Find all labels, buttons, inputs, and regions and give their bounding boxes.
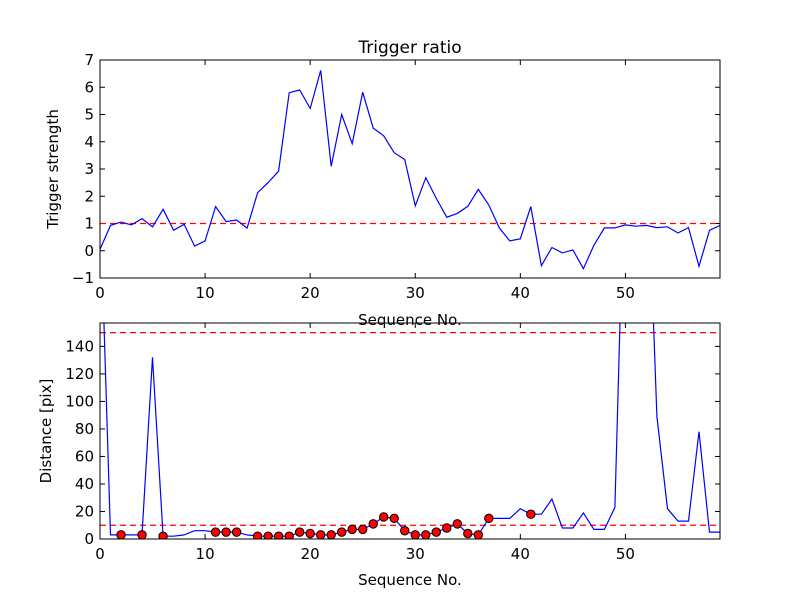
data-point-marker xyxy=(368,519,378,529)
x-tick-label: 50 xyxy=(616,545,635,563)
data-point-marker xyxy=(431,527,441,537)
data-point-marker xyxy=(526,509,536,519)
y-tick-label: 0 xyxy=(84,530,94,548)
data-point-marker xyxy=(442,523,452,533)
data-point-marker xyxy=(294,527,305,537)
x-tick-label: 40 xyxy=(511,284,530,302)
bottom-plot-frame xyxy=(99,322,721,540)
y-axis-label: Trigger strength xyxy=(44,109,62,230)
y-tick-label: 0 xyxy=(84,242,94,260)
x-axis-label: Sequence No. xyxy=(358,311,462,329)
data-point-marker xyxy=(358,524,368,535)
y-tick-label: 20 xyxy=(75,502,94,520)
data-point-marker xyxy=(379,512,389,522)
data-point-marker xyxy=(116,530,126,539)
data-point-marker xyxy=(389,513,399,524)
y-tick-label: −1 xyxy=(72,269,94,287)
x-tick-label: 10 xyxy=(196,545,215,563)
data-point-marker xyxy=(263,531,273,539)
data-point-marker xyxy=(158,531,168,539)
data-point-marker xyxy=(284,531,294,539)
y-tick-label: 1 xyxy=(84,215,94,233)
data-point-marker xyxy=(347,524,357,535)
distance-line xyxy=(103,323,720,537)
data-point-marker xyxy=(400,526,410,536)
data-point-marker xyxy=(305,528,315,539)
data-point-marker xyxy=(252,531,263,539)
y-tick-label: 80 xyxy=(75,420,94,438)
bottom-plot-ticks: 0 10 20 30 40 50 0 20 40 60 80 100 120 140 xyxy=(65,323,720,563)
y-tick-label: 3 xyxy=(84,160,94,178)
y-tick-label: 6 xyxy=(84,78,94,96)
y-tick-label: 7 xyxy=(84,51,94,69)
x-tick-label: 50 xyxy=(616,284,635,302)
y-tick-label: 2 xyxy=(84,187,94,205)
data-point-marker xyxy=(410,530,420,539)
y-tick-label: 5 xyxy=(84,106,94,124)
x-tick-label: 10 xyxy=(196,284,215,302)
data-point-marker xyxy=(210,527,221,537)
data-point-marker xyxy=(421,530,431,539)
x-tick-label: 20 xyxy=(301,284,320,302)
data-point-marker xyxy=(473,530,484,539)
y-tick-label: 60 xyxy=(75,447,94,465)
bottom-plot: 0 10 20 30 40 50 0 20 40 60 80 100 120 140 Sequence N… xyxy=(37,322,721,589)
data-point-marker xyxy=(336,527,347,537)
distance-markers xyxy=(116,509,536,539)
y-axis-label: Distance [pix] xyxy=(37,379,55,484)
y-tick-label: 100 xyxy=(65,392,94,410)
y-tick-label: 140 xyxy=(65,337,94,355)
chart-title: Trigger ratio xyxy=(357,38,461,58)
x-tick-label: 0 xyxy=(95,545,105,563)
y-tick-label: 40 xyxy=(75,475,94,493)
trigger-strength-line xyxy=(100,70,720,271)
data-point-marker xyxy=(231,527,242,537)
x-tick-label: 0 xyxy=(95,284,105,302)
data-point-marker xyxy=(221,527,231,537)
data-point-marker xyxy=(273,531,284,539)
data-point-marker xyxy=(484,513,494,524)
data-point-marker xyxy=(315,530,326,539)
x-tick-label: 20 xyxy=(301,545,320,563)
x-tick-label: 30 xyxy=(406,545,425,563)
x-tick-label: 40 xyxy=(511,545,530,563)
y-tick-label: 4 xyxy=(84,133,94,151)
top-plot-frame xyxy=(99,59,721,279)
y-tick-label: 120 xyxy=(65,365,94,383)
x-axis-label: Sequence No. xyxy=(358,571,462,589)
x-tick-label: 30 xyxy=(406,284,425,302)
data-point-marker xyxy=(137,530,147,539)
data-point-marker xyxy=(326,530,336,539)
data-point-marker xyxy=(452,519,462,529)
data-point-marker xyxy=(463,528,473,539)
